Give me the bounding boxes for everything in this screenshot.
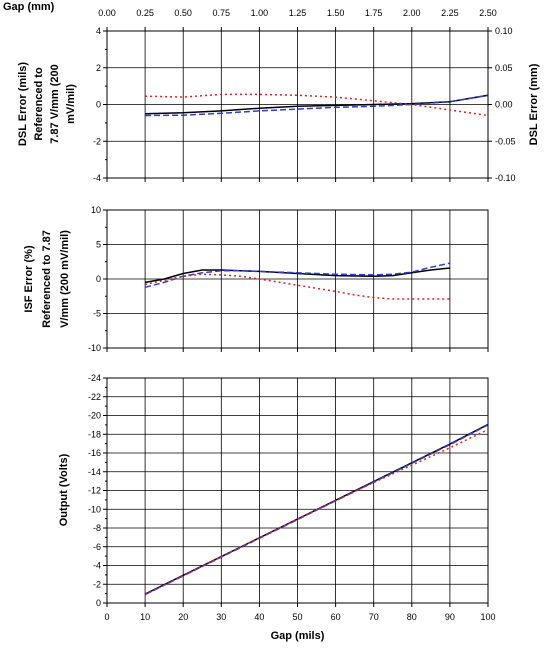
panel-dsl-error: 4 2 0 -2 -4 0.10 0.05 0.00 -0.05 -0.10 0.00 0.25 0.5… xyxy=(3,1,540,183)
y-tick-label: 2 xyxy=(96,63,101,73)
series-line-dot xyxy=(145,93,489,117)
y-tick-label: -18 xyxy=(88,429,101,439)
y-tick-label: -8 xyxy=(93,523,101,533)
y-tick-label: -12 xyxy=(88,486,101,496)
y-tick-label: -2 xyxy=(93,136,101,146)
panel-output-grid xyxy=(106,377,489,604)
x-tick-label: 70 xyxy=(369,612,379,622)
x-tick-label: 50 xyxy=(292,612,302,622)
y-tick-label: -6 xyxy=(93,542,101,552)
y-axis-label-line: Referenced to xyxy=(33,67,45,141)
y-tick-label: 0 xyxy=(96,100,101,110)
series-line-dash xyxy=(145,94,489,117)
x-axis-label: Gap (mils) xyxy=(271,630,325,642)
y2-tick-label: 0.10 xyxy=(495,26,513,36)
x-tick-label: 10 xyxy=(140,612,150,622)
series-line-solid xyxy=(145,94,489,115)
top-tick-label: 1.75 xyxy=(365,8,383,18)
series-line-dot xyxy=(144,273,450,300)
x-tick-label: 100 xyxy=(480,612,495,622)
top-tick-label: 2.00 xyxy=(403,8,421,18)
top-tick-label: 0.50 xyxy=(174,8,192,18)
top-tick-label: 2.25 xyxy=(441,8,459,18)
y2-tick-label: -0.05 xyxy=(495,136,516,146)
x-tick-label: 20 xyxy=(178,612,188,622)
y-axis-label-line: mV/mil) xyxy=(65,84,77,124)
panel-output-series xyxy=(144,423,489,596)
y-tick-label: -2 xyxy=(93,579,101,589)
y-axis-label-line: Output (Volts) xyxy=(58,453,70,526)
y-axis-label-line: DSL Error (mils) xyxy=(17,62,29,146)
y-tick-label: -14 xyxy=(88,467,101,477)
series-line-dash xyxy=(144,262,451,289)
y2-tick-label: 0.05 xyxy=(495,63,513,73)
panel-isf-series xyxy=(144,262,451,300)
y-tick-label: 4 xyxy=(96,26,101,36)
top-tick-label: 0.00 xyxy=(98,8,116,18)
y-axis-label-line: 7.87 V/mm (200 xyxy=(49,64,61,144)
y-tick-label: -16 xyxy=(88,448,101,458)
panel-output: -24-22-20-18-16-14-12-10-8-6-4-200 10 20 30… xyxy=(58,373,496,642)
panel-isf-error: 10 5 0 -5 -10 ISF Error (%) Referenced to 7.8… xyxy=(23,205,489,353)
top-axis-label: Gap (mm) xyxy=(3,1,55,13)
x-tick-label: 30 xyxy=(216,612,226,622)
x-tick-label: 90 xyxy=(445,612,455,622)
panel-output-labels: Gap (mils) Output (Volts) xyxy=(58,453,325,642)
y-tick-label: -20 xyxy=(88,411,101,421)
y-axis-label-line: Referenced to 7.87 xyxy=(41,230,53,328)
x-tick-label: 80 xyxy=(407,612,417,622)
y-tick-label: 10 xyxy=(91,205,101,215)
y-tick-label: -4 xyxy=(93,561,101,571)
y-axis-label-line: V/mm (200 mV/mil) xyxy=(59,230,71,328)
x-tick-label: 40 xyxy=(254,612,264,622)
panel-dsl-labels: DSL Error (mm) Gap (mm) DSL Error (mils) Re… xyxy=(3,1,540,146)
y-axis-label-line: ISF Error (%) xyxy=(23,245,35,313)
y-tick-label: -10 xyxy=(88,504,101,514)
y-tick-label: -4 xyxy=(93,173,101,183)
y-tick-label: -10 xyxy=(88,343,101,353)
panel-dsl-grid xyxy=(106,30,489,179)
top-tick-label: 1.25 xyxy=(289,8,307,18)
y-tick-label: 0 xyxy=(96,598,101,608)
panel-isf-ticks: 10 5 0 -5 -10 xyxy=(88,205,489,353)
top-tick-label: 1.50 xyxy=(327,8,345,18)
top-tick-label: 0.25 xyxy=(136,8,154,18)
panel-output-ticks: -24-22-20-18-16-14-12-10-8-6-4-200 10 20 30… xyxy=(88,373,496,622)
y-tick-label: 5 xyxy=(96,240,101,250)
x-tick-label: 60 xyxy=(331,612,341,622)
y-tick-label: -24 xyxy=(88,373,101,383)
top-tick-label: 2.50 xyxy=(479,8,497,18)
series-line-dot xyxy=(144,428,489,596)
top-tick-label: 1.00 xyxy=(251,8,269,18)
panel-dsl-ticks: 4 2 0 -2 -4 0.10 0.05 0.00 -0.05 -0.10 0.00 0.25 0.5… xyxy=(93,8,516,183)
x-tick-label: 0 xyxy=(104,612,109,622)
y-tick-label: -22 xyxy=(88,392,101,402)
y2-tick-label: -0.10 xyxy=(495,173,516,183)
panel-dsl-series xyxy=(145,93,489,117)
y-tick-label: -5 xyxy=(93,309,101,319)
top-tick-label: 0.75 xyxy=(213,8,231,18)
y-tick-label: 0 xyxy=(96,274,101,284)
y2-axis-label: DSL Error (mm) xyxy=(528,63,540,145)
y2-tick-label: 0.00 xyxy=(495,100,513,110)
panel-isf-labels: ISF Error (%) Referenced to 7.87 V/mm (200… xyxy=(23,230,71,328)
